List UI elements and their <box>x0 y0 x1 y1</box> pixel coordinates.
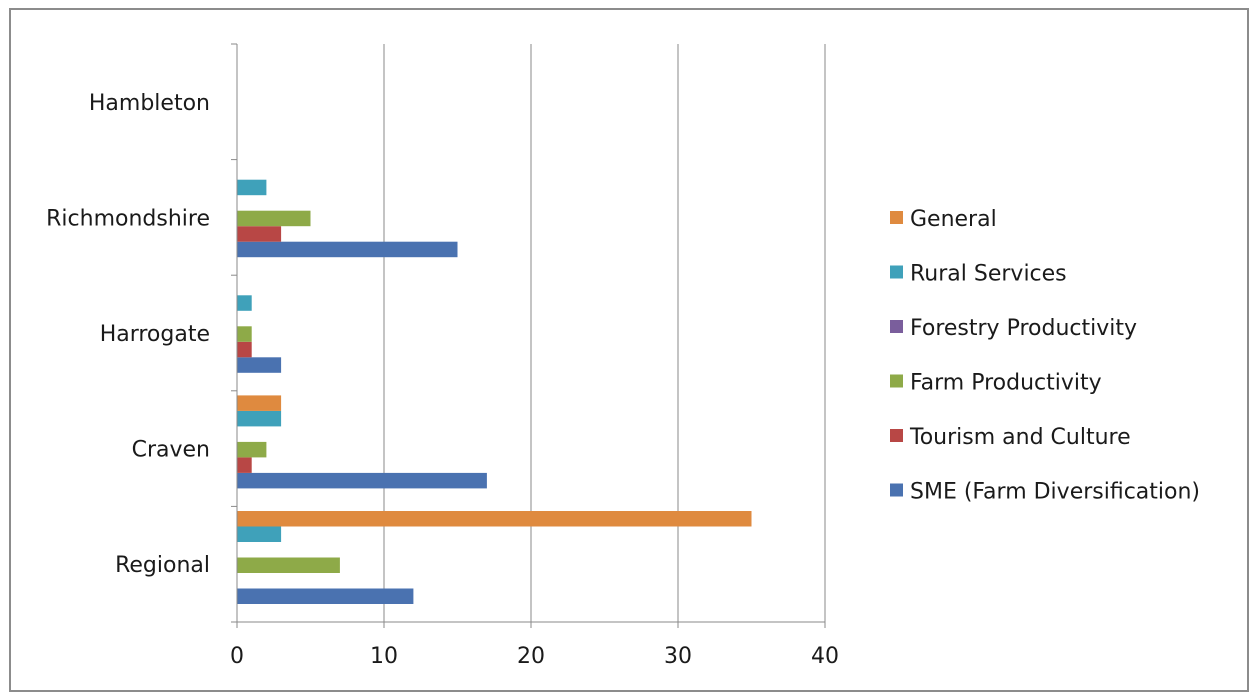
bar-harrogate-tourism-and-culture <box>237 341 252 358</box>
legend-label-tourism-and-culture: Tourism and Culture <box>909 425 1131 450</box>
chart-frame <box>9 8 1249 692</box>
bar-regional-sme-farm-diversification <box>237 588 414 604</box>
category-label-richmondshire: Richmondshire <box>46 206 210 231</box>
category-label-regional: Regional <box>115 553 210 578</box>
bar-regional-farm-productivity <box>237 557 340 573</box>
category-label-harrogate: Harrogate <box>100 322 210 347</box>
bar-harrogate-farm-productivity <box>237 326 252 342</box>
legend-swatch-general <box>890 211 903 224</box>
bar-harrogate-sme-farm-diversification <box>237 357 282 373</box>
bar-craven-rural-services <box>237 410 282 427</box>
x-tick-label-10: 10 <box>370 644 398 669</box>
x-tick-label-30: 30 <box>664 644 692 669</box>
bar-regional-rural-services <box>237 526 282 542</box>
axis-labels: 0 10 20 30 40 Regional Craven Harrogate Richmond… <box>46 91 839 669</box>
legend-label-general: General <box>910 207 997 232</box>
bar-richmondshire-sme-farm-diversification <box>237 241 458 258</box>
bars <box>237 179 752 604</box>
bar-craven-farm-productivity <box>237 441 267 458</box>
bar-richmondshire-rural-services <box>237 179 267 196</box>
legend-label-rural-services: Rural Services <box>910 262 1067 287</box>
legend-swatch-rural-services <box>890 265 903 279</box>
gridlines <box>383 44 826 622</box>
legend-swatch-farm-productivity <box>890 374 903 388</box>
bar-craven-sme-farm-diversification <box>237 472 487 489</box>
x-tick-label-20: 20 <box>517 644 545 669</box>
bar-richmondshire-farm-productivity <box>237 210 311 227</box>
legend: General Rural Services Forestry Productivi… <box>890 207 1200 505</box>
legend-label-forestry-productivity: Forestry Productivity <box>910 316 1137 341</box>
legend-swatch-tourism-and-culture <box>890 429 903 442</box>
bar-craven-tourism-and-culture <box>237 457 252 473</box>
legend-label-farm-productivity: Farm Productivity <box>910 371 1102 396</box>
x-tick-label-0: 0 <box>230 644 244 669</box>
legend-swatch-forestry-productivity <box>890 320 903 333</box>
bar-richmondshire-tourism-and-culture <box>237 226 282 242</box>
bar-craven-general <box>237 395 282 411</box>
category-label-craven: Craven <box>132 438 210 463</box>
bar-regional-general <box>237 511 752 527</box>
bar-harrogate-rural-services <box>237 295 252 311</box>
x-tick-label-40: 40 <box>811 644 839 669</box>
axes <box>231 43 826 628</box>
legend-label-sme-farm-diversification: SME (Farm Diversification) <box>910 480 1200 505</box>
legend-swatch-sme-farm-diversification <box>890 483 903 497</box>
category-label-hambleton: Hambleton <box>89 91 210 116</box>
